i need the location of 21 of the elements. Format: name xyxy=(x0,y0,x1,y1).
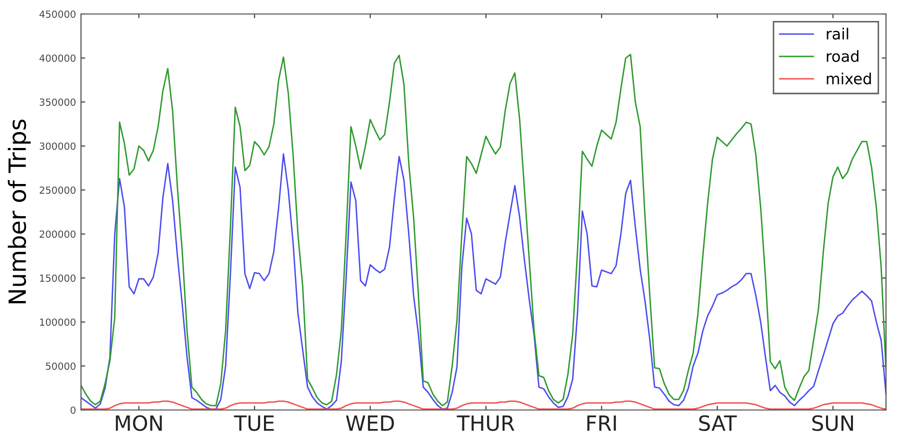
y-axis-title: Number of Trips xyxy=(8,120,31,304)
y-tick-label: 400000 xyxy=(40,54,76,62)
x-tick-label: TUE xyxy=(234,416,274,431)
y-tick-label: 200000 xyxy=(40,230,76,238)
x-tick-label: SUN xyxy=(812,415,853,431)
x-tick-label: MON xyxy=(116,415,162,431)
y-tick-label: 350000 xyxy=(40,98,76,106)
x-tick-label: WED xyxy=(346,416,394,431)
x-tick-label: FRI xyxy=(587,416,616,431)
y-tick-label: 250000 xyxy=(40,186,76,194)
y-tick-label: 150000 xyxy=(40,274,76,282)
y-tick-label: 50000 xyxy=(46,362,76,370)
y-tick-label: 300000 xyxy=(40,142,76,150)
x-tick-label: SAT xyxy=(699,415,737,431)
legend-label: mixed xyxy=(826,72,871,84)
x-tick-label: THUR xyxy=(456,416,514,431)
y-tick-label: 450000 xyxy=(40,10,76,18)
legend-label: rail xyxy=(826,28,848,40)
y-tick-label: 0 xyxy=(70,406,76,414)
y-tick-label: 100000 xyxy=(40,318,76,326)
legend-label: road xyxy=(826,50,858,62)
